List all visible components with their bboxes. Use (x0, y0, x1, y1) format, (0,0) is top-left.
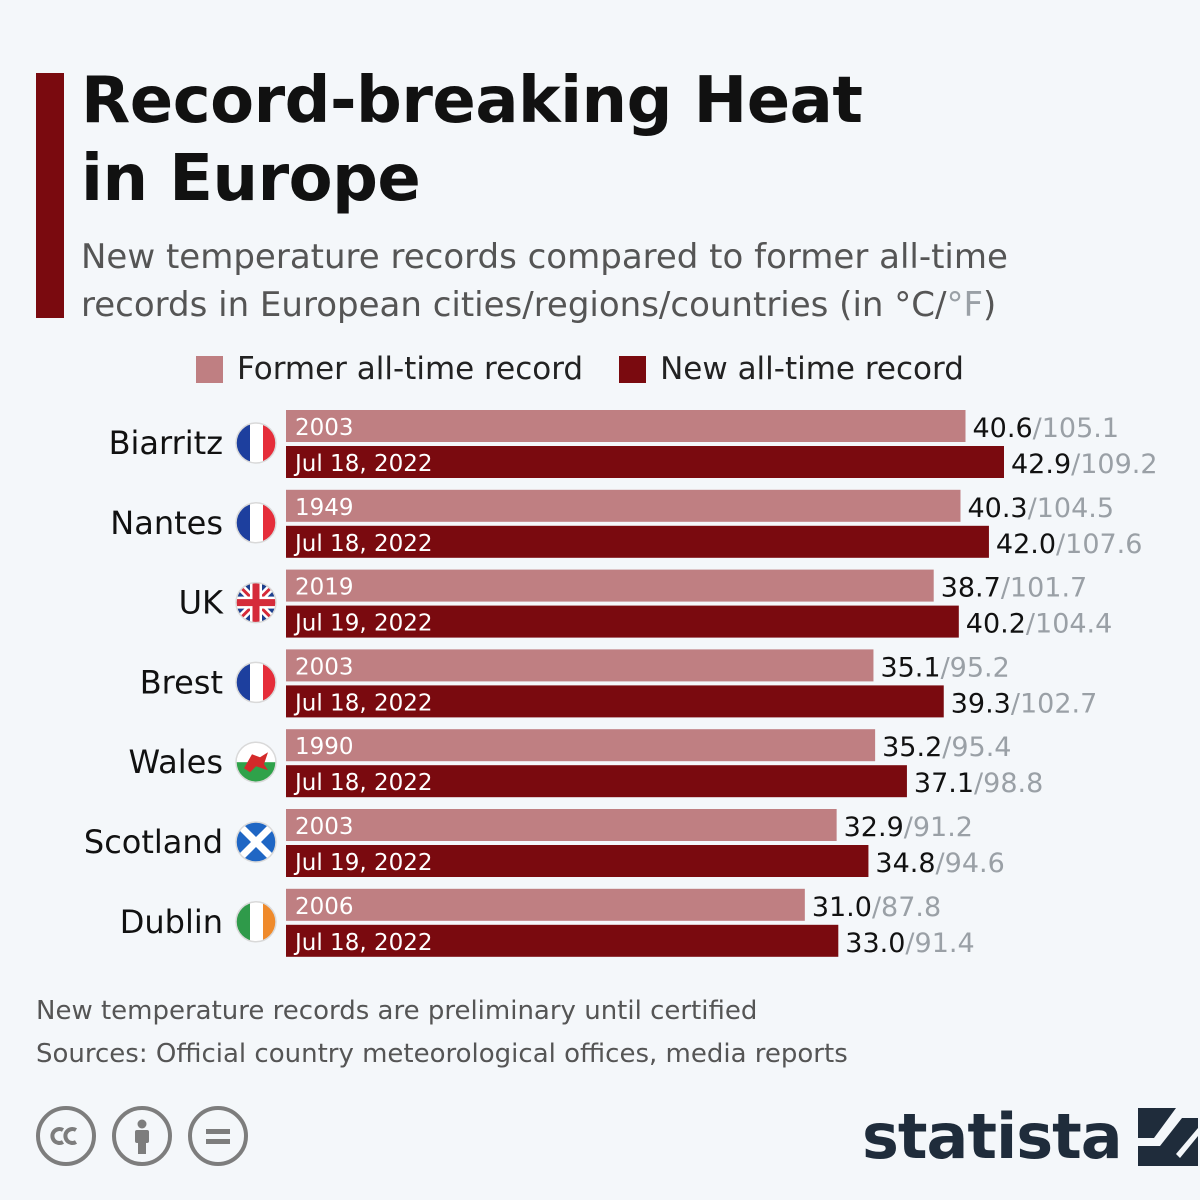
former-record-year-label: 2003 (295, 415, 354, 441)
license-icons (36, 1106, 264, 1166)
former-record-year-label: 2006 (295, 894, 354, 920)
france-flag-icon (235, 661, 277, 704)
former-record-bar (286, 809, 837, 841)
category-group: Nantes 1949 40.3/104.5 Jul 18, 2022 42.0/107… (110, 489, 1143, 560)
new-record-bar (286, 845, 869, 877)
subtitle-line-2-main: records in European cities/regions/count… (81, 285, 947, 325)
former-record-bar (286, 649, 874, 682)
subtitle-line-2-end: ) (983, 285, 997, 325)
former-record-bar (286, 489, 961, 522)
footnote: New temperature records are preliminary … (36, 990, 848, 1076)
sources-note: Sources: Official country meteorological… (36, 1039, 848, 1069)
new-record-value-label: 39.3/102.7 (951, 688, 1098, 719)
france-flag-icon (235, 502, 277, 544)
category-label: Wales (129, 743, 223, 781)
category-group: Scotland 2003 32.9/91.2 Jul 19, 2022 34.8/94… (84, 809, 1005, 879)
subtitle-line-1: New temperature records compared to form… (81, 237, 1008, 277)
former-record-value-label: 35.2/95.4 (882, 732, 1011, 763)
new-record-value-label: 34.8/94.6 (875, 848, 1004, 879)
new-record-value-label: 37.1/98.8 (914, 768, 1043, 799)
preliminary-note: New temperature records are preliminary … (36, 996, 758, 1026)
chart-subtitle: New temperature records compared to form… (81, 233, 1181, 329)
no-derivatives-icon[interactable] (188, 1106, 248, 1166)
chart-title: Record-breaking Heat in Europe (81, 62, 1081, 218)
statista-logo-icon (1137, 1107, 1198, 1166)
former-record-bar (286, 410, 966, 442)
chart-legend: Former all-time record New all-time reco… (196, 349, 1000, 389)
subtitle-line-2: records in European cities/regions/count… (81, 281, 1181, 329)
category-label: UK (179, 584, 224, 622)
attribution-icon[interactable] (112, 1106, 172, 1166)
former-record-year-label: 2019 (295, 575, 354, 601)
new-record-value-label: 40.2/104.4 (966, 609, 1113, 640)
former-record-year-label: 1990 (295, 734, 354, 760)
new-record-date-label: Jul 19, 2022 (293, 850, 432, 876)
former-record-value-label: 40.6/105.1 (973, 413, 1120, 444)
legend-item-new: New all-time record (619, 351, 964, 387)
former-record-bar (286, 729, 876, 762)
new-record-bar (286, 924, 839, 957)
category-label: Biarritz (109, 424, 223, 462)
legend-swatch-former (196, 355, 223, 383)
legend-swatch-new (619, 355, 647, 383)
former-record-bar (286, 569, 934, 602)
category-group: UK 2019 38.7/101.7 Jul 19, 2022 40.2/104.4 (179, 569, 1113, 640)
former-record-value-label: 35.1/95.2 (880, 652, 1009, 683)
new-record-date-label: Jul 18, 2022 (293, 690, 432, 716)
former-record-value-label: 40.3/104.5 (967, 493, 1114, 524)
legend-label-new: New all-time record (660, 351, 964, 387)
brand-name: statista (862, 1100, 1123, 1173)
category-group: Brest 2003 35.1/95.2 Jul 18, 2022 39.3/102.7 (140, 649, 1098, 719)
new-record-bar (286, 765, 907, 798)
new-record-date-label: Jul 19, 2022 (293, 611, 432, 637)
creative-commons-icon[interactable] (36, 1106, 96, 1166)
subtitle-fahrenheit-unit: °F (946, 285, 984, 325)
new-record-date-label: Jul 18, 2022 (293, 930, 432, 956)
new-record-date-label: Jul 18, 2022 (293, 770, 432, 796)
legend-label-former: Former all-time record (237, 351, 584, 387)
statista-brand[interactable]: statista (862, 1100, 1198, 1173)
title-line-1: Record-breaking Heat (81, 64, 863, 138)
former-record-year-label: 2003 (295, 654, 354, 680)
former-record-value-label: 31.0/87.8 (812, 892, 941, 923)
category-group: Wales 1990 35.2/95.4 Jul 18, 2022 37.1/98.8 (129, 729, 1043, 799)
france-flag-icon (235, 422, 277, 464)
uk-flag-icon (235, 581, 277, 624)
category-label: Nantes (110, 504, 223, 542)
category-label: Dublin (120, 903, 223, 941)
new-record-bar (286, 605, 959, 638)
new-record-date-label: Jul 18, 2022 (293, 451, 432, 477)
new-record-value-label: 33.0/91.4 (845, 928, 974, 959)
category-group: Biarritz 2003 40.6/105.1 Jul 18, 2022 42.9/1… (109, 410, 1158, 480)
new-record-value-label: 42.9/109.2 (1011, 449, 1158, 480)
new-record-value-label: 42.0/107.6 (996, 529, 1143, 560)
new-record-bar (286, 685, 944, 718)
category-label: Scotland (84, 823, 223, 861)
new-record-bar (286, 446, 1004, 478)
category-group: Dublin 2006 31.0/87.8 Jul 18, 2022 33.0/91.4 (120, 888, 975, 959)
former-record-bar (286, 888, 805, 921)
category-label: Brest (140, 663, 223, 701)
legend-item-former: Former all-time record (196, 351, 583, 387)
title-accent-bar (36, 73, 64, 318)
ireland-flag-icon (235, 901, 277, 943)
former-record-value-label: 38.7/101.7 (941, 573, 1088, 604)
former-record-value-label: 32.9/91.2 (844, 812, 973, 843)
wales-flag-icon (235, 741, 277, 783)
former-record-year-label: 2003 (295, 814, 354, 840)
new-record-date-label: Jul 18, 2022 (293, 531, 432, 557)
new-record-bar (286, 525, 989, 558)
scotland-flag-icon (235, 821, 277, 863)
title-line-2: in Europe (81, 142, 421, 216)
former-record-year-label: 1949 (295, 495, 354, 521)
